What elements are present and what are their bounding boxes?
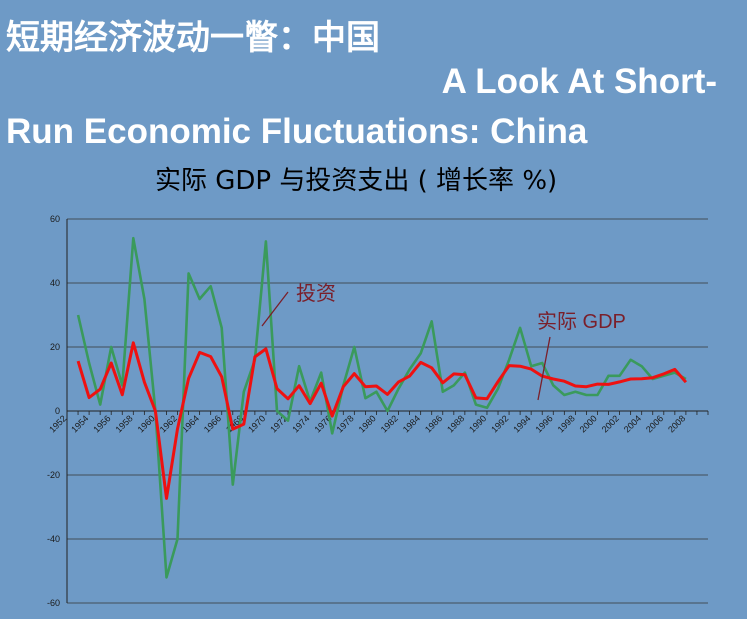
x-tick-label: 1980 — [357, 413, 378, 434]
y-axis-ticks: 60 40 20 0 -20 -40 -60 — [47, 214, 60, 608]
investment-series-line — [76, 236, 687, 579]
y-tick-label: -20 — [47, 470, 60, 480]
x-tick-label: 2002 — [600, 413, 621, 434]
y-tick-label: 40 — [50, 278, 60, 288]
x-tick-label: 1974 — [290, 413, 311, 434]
x-tick-label: 1966 — [202, 413, 223, 434]
x-tick-label: 1998 — [556, 413, 577, 434]
x-tick-label: 1978 — [335, 413, 356, 434]
chart-title: 实际 GDP 与投资支出 ( 增长率 %) — [155, 166, 558, 196]
chart-gridlines — [67, 218, 708, 604]
x-tick-label: 1982 — [379, 413, 400, 434]
y-tick-label: 20 — [50, 342, 60, 352]
y-tick-label: 60 — [50, 214, 60, 224]
slide-title-english-line1: A Look At Short- — [441, 62, 717, 101]
y-tick-label: 0 — [55, 406, 60, 416]
investment-leader-line — [261, 291, 289, 327]
x-tick-label: 1988 — [445, 413, 466, 434]
gdp-leader-line — [537, 336, 551, 401]
y-tick-label: -40 — [47, 534, 60, 544]
x-tick-label: 1986 — [423, 413, 444, 434]
x-tick-label: 1956 — [91, 413, 112, 434]
gdp-series-line — [76, 341, 688, 500]
x-tick-label: 1972 — [268, 413, 289, 434]
investment-annotation: 投资 — [296, 282, 336, 305]
x-tick-label: 1994 — [511, 413, 532, 434]
x-tick-label: 1954 — [69, 413, 90, 434]
x-tick-label: 1970 — [246, 413, 267, 434]
chart-series — [76, 236, 688, 579]
x-axis-ticks: 1952 1954 1956 1958 1960 1962 1964 1966 1968 1970… — [47, 411, 709, 435]
x-tick-label: 1960 — [136, 413, 157, 434]
x-tick-label: 1984 — [401, 413, 422, 434]
x-tick-label: 1958 — [113, 413, 134, 434]
slide-title-english-line2: Run Economic Fluctuations: China — [6, 112, 588, 151]
y-tick-label: -60 — [47, 598, 60, 608]
x-tick-label: 1990 — [467, 413, 488, 434]
x-tick-label: 1992 — [489, 413, 510, 434]
x-tick-label: 2004 — [622, 413, 643, 434]
x-tick-label: 1952 — [47, 413, 68, 434]
slide-title-chinese: 短期经济波动一瞥：中国 — [6, 18, 380, 58]
x-tick-label: 2000 — [578, 413, 599, 434]
x-tick-label: 2006 — [644, 413, 665, 434]
gdp-annotation: 实际 GDP — [537, 310, 626, 333]
x-tick-label: 1996 — [533, 413, 554, 434]
x-tick-label: 2008 — [666, 413, 687, 434]
